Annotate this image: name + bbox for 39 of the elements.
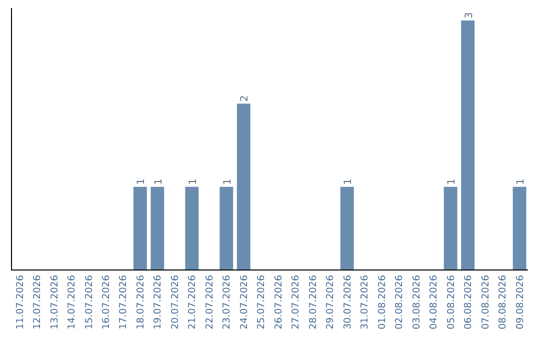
- data-label: 1: [446, 178, 458, 185]
- x-tick-label: 04.08.2026: [428, 275, 440, 330]
- x-tick-label: 08.08.2026: [498, 275, 509, 330]
- data-label: 1: [136, 178, 148, 185]
- x-tick-label: 02.08.2026: [394, 275, 406, 330]
- data-label: 1: [343, 178, 354, 185]
- x-tick-label: 13.07.2026: [49, 275, 60, 330]
- x-tick-label: 05.08.2026: [446, 275, 457, 330]
- x-tick-label: 22.07.2026: [204, 275, 216, 330]
- x-tick-label: 26.07.2026: [273, 275, 284, 330]
- data-label: 3: [464, 12, 475, 18]
- x-tick-label: 01.08.2026: [376, 275, 388, 330]
- x-tick-label: 09.08.2026: [514, 275, 526, 330]
- x-tick-label: 12.07.2026: [32, 275, 44, 330]
- data-label: 1: [516, 178, 527, 185]
- x-tick-label: 15.07.2026: [84, 275, 95, 330]
- x-tick-label: 20.07.2026: [170, 275, 181, 330]
- x-tick-label: 17.07.2026: [118, 275, 130, 330]
- x-tick-label: 14.07.2026: [66, 275, 78, 330]
- x-tick-label: 16.07.2026: [101, 275, 112, 330]
- x-tick-label: 06.08.2026: [463, 275, 474, 330]
- data-label: 1: [188, 178, 199, 185]
- x-tick-label: 28.07.2026: [308, 275, 319, 330]
- x-tick-label: 29.07.2026: [325, 275, 336, 330]
- x-tick-label: 21.07.2026: [187, 275, 198, 330]
- x-tick-label: 27.07.2026: [290, 275, 302, 330]
- x-tick-label: 11.07.2026: [14, 275, 26, 330]
- data-label: 1: [222, 178, 234, 185]
- x-tick-label: 19.07.2026: [152, 275, 164, 330]
- x-tick-label: 23.07.2026: [222, 275, 233, 330]
- x-tick-label: 31.07.2026: [360, 275, 371, 330]
- x-tick-label: 07.08.2026: [480, 275, 492, 330]
- x-tick-label: 18.07.2026: [135, 275, 146, 330]
- x-tick-label: 24.07.2026: [238, 275, 250, 330]
- x-tick-label: 25.07.2026: [256, 275, 268, 330]
- x-tick-label: 30.07.2026: [342, 275, 354, 330]
- data-label: 2: [240, 95, 251, 102]
- x-tick-label: 03.08.2026: [411, 275, 422, 330]
- data-label: 1: [153, 178, 164, 185]
